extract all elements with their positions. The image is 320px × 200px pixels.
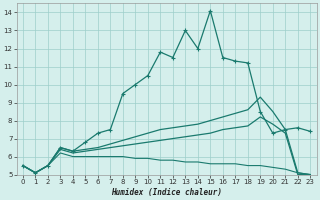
X-axis label: Humidex (Indice chaleur): Humidex (Indice chaleur) [111, 188, 222, 197]
